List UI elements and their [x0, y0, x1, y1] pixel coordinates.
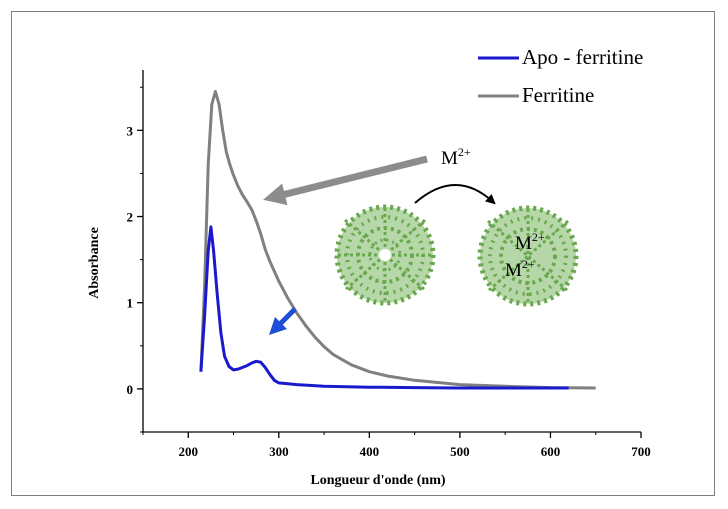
y-ticks: 0 1 2 3 — [127, 86, 143, 433]
x-axis-title: Longueur d'onde (nm) — [310, 473, 445, 488]
y-tick-label: 2 — [127, 210, 134, 225]
x-tick-label: 500 — [450, 444, 470, 459]
x-tick-label: 400 — [360, 444, 380, 459]
x-tick-label: 300 — [269, 444, 289, 459]
series-layer — [199, 90, 596, 390]
ferritin-protein-icon: M2+ M2+ — [477, 205, 579, 307]
gray-arrow — [263, 155, 428, 206]
curved-arrow — [414, 184, 496, 205]
y-axis-title: Absorbance — [87, 227, 102, 299]
apo-ferritin-protein-icon — [334, 204, 436, 306]
x-tick-label: 200 — [179, 444, 199, 459]
y-tick-label: 1 — [127, 296, 134, 311]
y-tick-label: 0 — [127, 382, 134, 397]
sphere-ion-label-1: M2+ — [515, 230, 545, 254]
metal-ion-label: M2+ — [441, 145, 471, 169]
y-tick-label: 3 — [127, 123, 134, 138]
x-tick-label: 700 — [631, 444, 651, 459]
sphere-ion-label-2: M2+ — [505, 257, 535, 281]
blue-arrow — [268, 307, 297, 336]
x-tick-label: 600 — [541, 444, 561, 459]
series-line-apo-ferritine — [199, 225, 569, 390]
legend-label-apo-ferritine: Apo - ferritine — [522, 45, 643, 69]
x-ticks: 200 300 400 500 600 700 — [142, 432, 651, 459]
series-line-ferritine — [199, 90, 596, 390]
legend: Apo - ferritine Ferritine — [478, 45, 643, 107]
legend-label-ferritine: Ferritine — [522, 83, 594, 107]
